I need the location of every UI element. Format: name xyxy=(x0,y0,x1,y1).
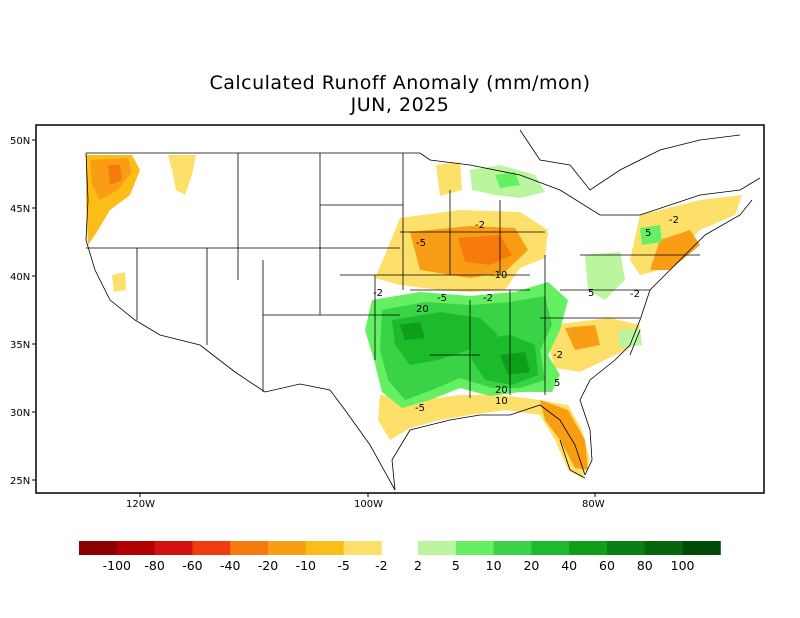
contour-label: 20 xyxy=(416,304,429,315)
lon-label: 80W xyxy=(582,499,605,510)
contour-labels: -5 -2 -10 -2 -5 20 -2 5 -2 20 10 5 -5 -2… xyxy=(373,215,679,414)
lat-label: 50N xyxy=(10,136,30,147)
positive-swatch xyxy=(531,541,570,555)
positive-legend-label: 10 xyxy=(486,558,502,573)
negative-swatch xyxy=(192,541,231,555)
negative-legend-label: -80 xyxy=(144,558,164,573)
positive-legend-label: 5 xyxy=(452,558,460,573)
map-title: Calculated Runoff Anomaly (mm/mon) xyxy=(209,72,591,94)
positive-swatch xyxy=(682,541,721,555)
color-legend: -100 -80 -60 -40 -20 -10 -5 -2 2 5 10 20 40 60 80 100 xyxy=(79,541,721,573)
negative-swatch xyxy=(305,541,344,555)
lon-label: 120W xyxy=(126,499,155,510)
lat-label: 40N xyxy=(10,272,30,283)
negative-legend-label: -20 xyxy=(258,558,278,573)
contour-label: -5 xyxy=(415,403,425,414)
negative-legend-label: -100 xyxy=(103,558,131,573)
longitude-axis: 120W 100W 80W xyxy=(126,493,605,510)
negative-swatch xyxy=(268,541,307,555)
lat-label: 25N xyxy=(10,476,30,487)
state-boundaries xyxy=(85,152,761,491)
contour-label: -5 xyxy=(416,238,426,249)
contour-label: 5 xyxy=(588,288,594,299)
positive-legend-label: 60 xyxy=(599,558,615,573)
lat-label: 45N xyxy=(10,204,30,215)
positive-swatch xyxy=(607,541,646,555)
positive-swatch xyxy=(569,541,608,555)
coastline-detail xyxy=(519,129,741,479)
negative-swatch xyxy=(343,541,382,555)
contour-label: 5 xyxy=(554,378,560,389)
negative-legend-label: -60 xyxy=(182,558,202,573)
positive-legend-label: 2 xyxy=(414,558,422,573)
contour-label: -5 xyxy=(437,293,447,304)
positive-swatch xyxy=(418,541,457,555)
negative-legend-label: -5 xyxy=(337,558,349,573)
lat-label: 30N xyxy=(10,408,30,419)
positive-legend-label: 40 xyxy=(561,558,577,573)
positive-swatch xyxy=(455,541,494,555)
contour-label: -2 xyxy=(373,288,383,299)
contour-label: 10 xyxy=(495,396,508,407)
latitude-axis: 50N 45N 40N 35N 30N 25N xyxy=(10,136,36,487)
negative-swatch xyxy=(154,541,193,555)
negative-legend-label: -2 xyxy=(375,558,387,573)
negative-swatch xyxy=(116,541,155,555)
contour-label: -2 xyxy=(483,293,493,304)
positive-swatch xyxy=(493,541,532,555)
contour-label: -2 xyxy=(553,350,563,361)
lon-label: 100W xyxy=(354,499,383,510)
contour-label: -2 xyxy=(475,220,485,231)
negative-legend-label: -10 xyxy=(296,558,316,573)
negative-legend-label: -40 xyxy=(220,558,240,573)
contour-label: -2 xyxy=(669,215,679,226)
positive-legend-label: 20 xyxy=(523,558,539,573)
contour-label: -2 xyxy=(630,289,640,300)
positive-swatch xyxy=(644,541,683,555)
contour-label: 5 xyxy=(645,228,651,239)
contour-label: -10 xyxy=(491,270,507,281)
contour-label: 20 xyxy=(495,385,508,396)
map-subtitle: JUN, 2025 xyxy=(350,94,450,116)
positive-legend-label: 80 xyxy=(637,558,653,573)
lat-label: 35N xyxy=(10,340,30,351)
negative-swatch xyxy=(230,541,269,555)
positive-legend-label: 100 xyxy=(671,558,695,573)
negative-swatch xyxy=(79,541,118,555)
